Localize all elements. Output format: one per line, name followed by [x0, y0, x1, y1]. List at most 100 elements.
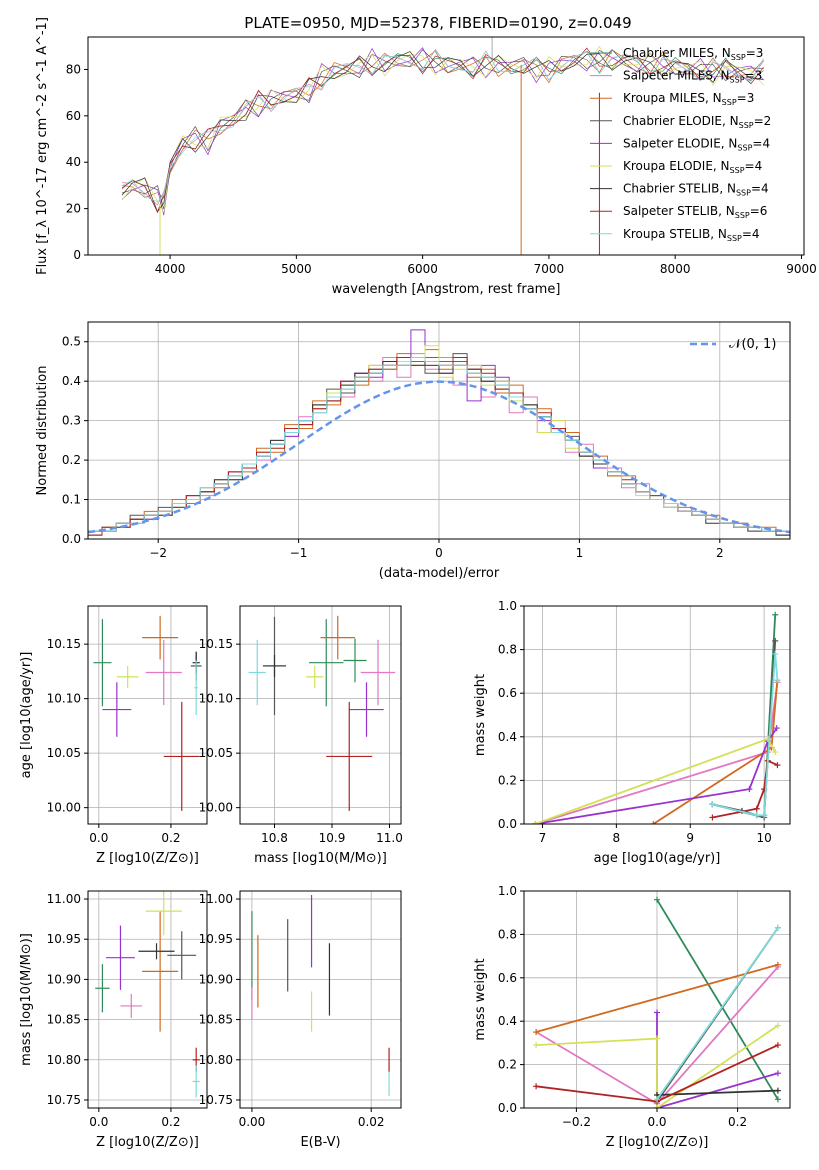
x-tick-label: 10: [756, 831, 771, 845]
y-axis-label: mass [log10(M/M⊙)]: [19, 933, 34, 1066]
weight-line: [656, 927, 779, 1100]
y-tick-label: 10.85: [199, 1013, 233, 1027]
x-tick-label: 10.9: [319, 831, 346, 845]
weight-marker: [533, 1042, 540, 1049]
x-tick-label: 7: [539, 831, 547, 845]
x-tick-label: 0.0: [89, 831, 108, 845]
legend-label: Salpeter ELODIE, NSSP=4: [623, 136, 770, 152]
y-tick-label: 10.15: [47, 637, 81, 651]
weight-marker: [772, 749, 779, 756]
y-tick-label: 10.90: [199, 972, 233, 986]
weight-marker: [753, 812, 760, 819]
y-tick-label: 10.10: [199, 692, 233, 706]
y-tick-label: 10.95: [47, 932, 81, 946]
y-tick-label: 1.0: [498, 599, 517, 613]
plot-area: [524, 606, 790, 824]
y-tick-label: 10.95: [199, 932, 233, 946]
x-axis-label: Z [log10(Z/Z⊙)]: [606, 1135, 709, 1150]
x-tick-label: 0.0: [647, 1115, 666, 1129]
x-tick-label: 0.2: [161, 831, 180, 845]
x-tick-label: 8000: [660, 262, 691, 276]
histogram-step: [88, 357, 790, 532]
legend-label: Chabrier ELODIE, NSSP=2: [623, 114, 771, 130]
weight-marker: [774, 1042, 781, 1049]
x-tick-label: 0.2: [161, 1115, 180, 1129]
y-tick-label: 0.3: [62, 414, 81, 428]
panel-age-vs-Z: 0.0 0.2 10.00 10.05 10.10 10.15 Z [log10(Z/Z⊙)…: [19, 605, 208, 866]
weight-marker: [709, 814, 716, 821]
normal-curve: [88, 380, 790, 534]
y-tick-label: 20: [66, 202, 81, 216]
panel-age-vs-mass: 10.8 10.9 11.0 10.00 10.05 10.10 10.15 mass [lo…: [199, 605, 403, 866]
y-tick-label: 10.90: [47, 972, 81, 986]
x-axis-label: wavelength [Angstrom, rest frame]: [332, 282, 561, 297]
weight-marker: [753, 805, 760, 812]
y-tick-label: 0.0: [498, 1101, 517, 1115]
y-tick-label: 10.15: [199, 637, 233, 651]
axes-frame: [87, 890, 208, 1109]
y-tick-label: 10.80: [47, 1053, 81, 1067]
weight-marker: [772, 650, 779, 657]
y-tick-label: 0.5: [62, 335, 81, 349]
x-axis-label: (data-model)/error: [379, 566, 500, 581]
weight-marker: [654, 1105, 660, 1108]
legend-label: Kroupa MILES, NSSP=3: [623, 91, 754, 107]
weight-marker: [654, 1096, 660, 1103]
legend-label: Salpeter STELIB, NSSP=6: [623, 204, 767, 220]
y-tick-label: 80: [66, 62, 81, 76]
x-tick-label: 5000: [281, 262, 312, 276]
y-tick-label: 0: [73, 248, 81, 262]
weight-marker: [774, 1087, 781, 1094]
y-tick-label: 0.4: [498, 730, 517, 744]
legend-label: 𝒩(0, 1): [729, 337, 776, 352]
x-axis-label: age [log10(age/yr)]: [594, 851, 721, 866]
plot-area: [240, 606, 401, 824]
y-axis-label: mass weight: [473, 674, 488, 756]
x-tick-label: 11.0: [376, 831, 403, 845]
x-tick-label: 9000: [786, 262, 817, 276]
y-tick-label: 10.05: [199, 746, 233, 760]
y-tick-label: 11.00: [47, 892, 81, 906]
x-tick-label: 2: [716, 546, 724, 560]
weight-marker: [773, 725, 780, 732]
panel-spectrum: Chabrier MILES, NSSP=3 Salpeter MILES, NS…: [35, 17, 817, 297]
weight-line: [536, 1024, 779, 1108]
x-tick-label: 0.0: [89, 1115, 108, 1129]
legend-label: Kroupa STELIB, NSSP=4: [623, 227, 760, 243]
weight-marker: [774, 1096, 781, 1103]
y-tick-label: 0.0: [498, 817, 517, 831]
y-axis-label: Normed distribution: [35, 366, 50, 496]
plot-area: [88, 322, 790, 539]
plot-area: [88, 606, 207, 824]
plot-area: [88, 891, 207, 1108]
x-tick-label: 7000: [534, 262, 565, 276]
legend-label: Salpeter MILES, NSSP=3: [623, 69, 762, 85]
weight-marker: [774, 677, 781, 684]
x-tick-label: 6000: [407, 262, 438, 276]
weight-line: [535, 963, 779, 1033]
x-axis-label: E(B-V): [300, 1135, 340, 1150]
x-tick-label: 0: [435, 546, 443, 560]
x-tick-label: 10.8: [261, 831, 288, 845]
x-axis-label: Z [log10(Z/Z⊙)]: [96, 851, 199, 866]
x-axis-label: mass [log10(M/M⊙)]: [254, 851, 387, 866]
weight-marker: [774, 924, 781, 931]
panel-weight-vs-age: 7 8 9 10 0.0 0.2 0.4 0.6 0.8 1.0 age [log10(age/yr…: [473, 599, 791, 866]
weight-marker: [774, 961, 781, 968]
axes-frame: [239, 605, 402, 825]
y-tick-label: 0.6: [498, 971, 517, 985]
y-tick-label: 10.10: [47, 692, 81, 706]
plot-area: [121, 37, 764, 255]
weight-line: [656, 1089, 778, 1096]
weight-marker: [772, 611, 779, 618]
x-tick-label: 0.00: [239, 1115, 266, 1129]
legend-label: Chabrier STELIB, NSSP=4: [623, 182, 769, 198]
panel-mass-vs-EBV: 0.00 0.02 10.75 10.80 10.85 10.90 10.95 11.00 E(…: [199, 890, 402, 1150]
weight-marker: [533, 1029, 540, 1036]
y-tick-label: 10.00: [47, 801, 81, 815]
x-tick-label: −2: [149, 546, 167, 560]
y-tick-label: 0.8: [498, 927, 517, 941]
figure-title: PLATE=0950, MJD=52378, FIBERID=0190, z=0…: [244, 14, 631, 32]
weight-marker: [761, 812, 768, 819]
weight-marker: [532, 821, 539, 824]
